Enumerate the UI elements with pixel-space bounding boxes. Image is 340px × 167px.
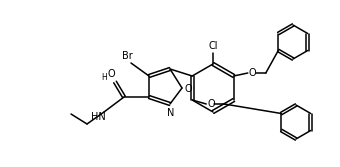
Text: N: N <box>167 108 175 118</box>
Text: O: O <box>207 99 215 109</box>
Text: Cl: Cl <box>208 41 218 51</box>
Text: H: H <box>101 72 107 81</box>
Text: O: O <box>107 69 115 79</box>
Text: O: O <box>249 68 257 78</box>
Text: HN: HN <box>91 112 105 122</box>
Text: O: O <box>184 84 192 94</box>
Text: Br: Br <box>122 51 132 61</box>
